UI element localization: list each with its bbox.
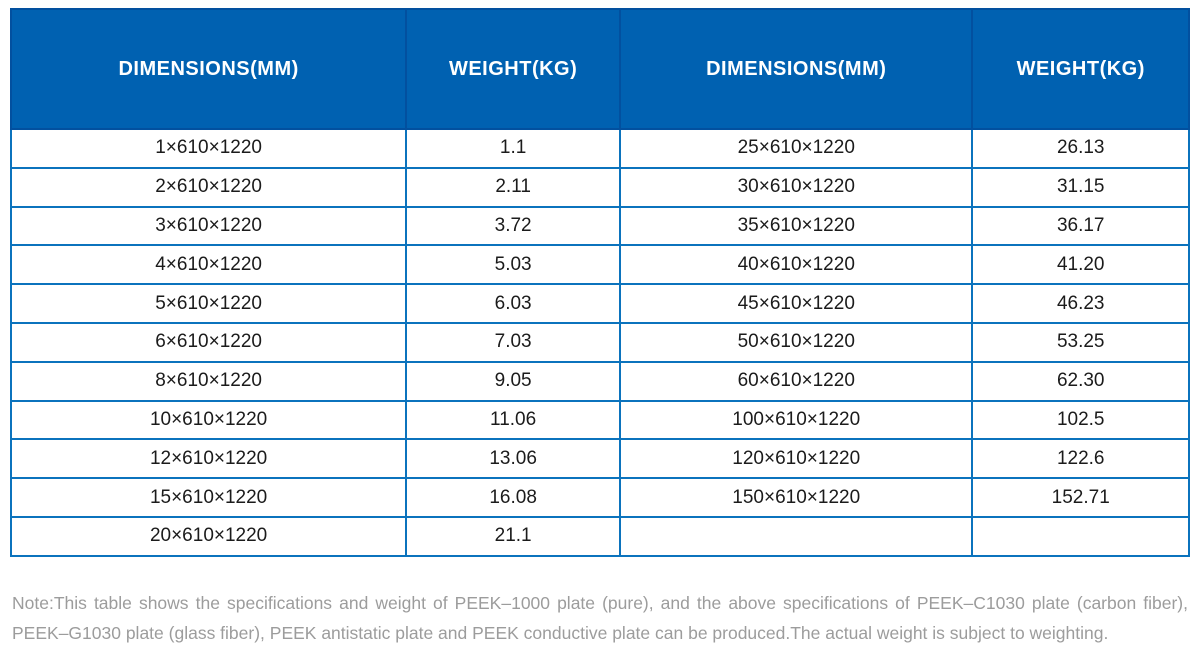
- weight-cell: 11.06: [405, 399, 622, 441]
- weight-cell: 1.1: [405, 128, 622, 169]
- weight-cell: 9.05: [405, 360, 622, 402]
- weight-cell: 21.1: [405, 515, 622, 557]
- table-row: 4×610×1220 5.03 40×610×1220 41.20: [9, 244, 1190, 286]
- dimension-cell: 6×610×1220: [9, 321, 408, 363]
- table-row: 15×610×1220 16.08 150×610×1220 152.71: [9, 477, 1190, 518]
- dimension-cell: 40×610×1220: [619, 244, 974, 286]
- weight-cell: 13.06: [405, 438, 622, 480]
- dimension-cell: 100×610×1220: [619, 399, 974, 441]
- weight-cell: 3.72: [405, 205, 622, 247]
- table-row: 8×610×1220 9.05 60×610×1220 62.30: [9, 360, 1190, 402]
- weight-cell: 62.30: [971, 360, 1190, 402]
- dimension-cell: 60×610×1220: [619, 360, 974, 402]
- weight-cell: 31.15: [971, 166, 1190, 208]
- table-row: 1×610×1220 1.1 25×610×1220 26.13: [9, 128, 1190, 169]
- dimension-cell: 15×610×1220: [9, 477, 408, 518]
- weight-cell: 26.13: [971, 128, 1190, 169]
- weight-cell: 46.23: [971, 283, 1190, 324]
- dimension-cell: 120×610×1220: [619, 438, 974, 480]
- table-row: 10×610×1220 11.06 100×610×1220 102.5: [9, 399, 1190, 441]
- weight-cell: [971, 515, 1190, 557]
- dimension-cell: 20×610×1220: [9, 515, 408, 557]
- weight-cell: 2.11: [405, 166, 622, 208]
- weight-cell: 5.03: [405, 244, 622, 286]
- weight-cell: 7.03: [405, 321, 622, 363]
- dimension-cell: 25×610×1220: [619, 128, 974, 169]
- dimension-cell: 4×610×1220: [9, 244, 408, 286]
- weight-cell: 152.71: [971, 477, 1190, 518]
- table-header-row: DIMENSIONS(MM) WEIGHT(KG) DIMENSIONS(MM)…: [9, 8, 1190, 130]
- weight-cell: 41.20: [971, 244, 1190, 286]
- table-row: 5×610×1220 6.03 45×610×1220 46.23: [9, 283, 1190, 324]
- weight-cell: 16.08: [405, 477, 622, 518]
- dimension-cell: 5×610×1220: [9, 283, 408, 324]
- weight-cell: 102.5: [971, 399, 1190, 441]
- weight-cell: 6.03: [405, 283, 622, 324]
- dimension-cell: 2×610×1220: [9, 166, 408, 208]
- dimension-cell: 8×610×1220: [9, 360, 408, 402]
- note-text: Note:This table shows the specifications…: [12, 593, 1188, 643]
- dimensions-header-right: DIMENSIONS(MM): [619, 8, 974, 130]
- dimension-cell: 45×610×1220: [619, 283, 974, 324]
- dimension-cell: 3×610×1220: [9, 205, 408, 247]
- table-row: 6×610×1220 7.03 50×610×1220 53.25: [9, 321, 1190, 363]
- dimension-cell: 150×610×1220: [619, 477, 974, 518]
- dimension-cell: 12×610×1220: [9, 438, 408, 480]
- weight-header-right: WEIGHT(KG): [971, 8, 1190, 130]
- spec-table: DIMENSIONS(MM) WEIGHT(KG) DIMENSIONS(MM)…: [9, 8, 1190, 557]
- weight-header-left: WEIGHT(KG): [405, 8, 622, 130]
- weight-cell: 122.6: [971, 438, 1190, 480]
- dimension-cell: 30×610×1220: [619, 166, 974, 208]
- dimension-cell: 1×610×1220: [9, 128, 408, 169]
- table-row: 2×610×1220 2.11 30×610×1220 31.15: [9, 166, 1190, 208]
- weight-cell: 36.17: [971, 205, 1190, 247]
- dimension-cell: 50×610×1220: [619, 321, 974, 363]
- weight-cell: 53.25: [971, 321, 1190, 363]
- table-row: 20×610×1220 21.1: [9, 515, 1190, 557]
- dimensions-header-left: DIMENSIONS(MM): [9, 8, 408, 130]
- dimension-cell: [619, 515, 974, 557]
- dimension-cell: 35×610×1220: [619, 205, 974, 247]
- table-row: 3×610×1220 3.72 35×610×1220 36.17: [9, 205, 1190, 247]
- dimension-cell: 10×610×1220: [9, 399, 408, 441]
- table-row: 12×610×1220 13.06 120×610×1220 122.6: [9, 438, 1190, 480]
